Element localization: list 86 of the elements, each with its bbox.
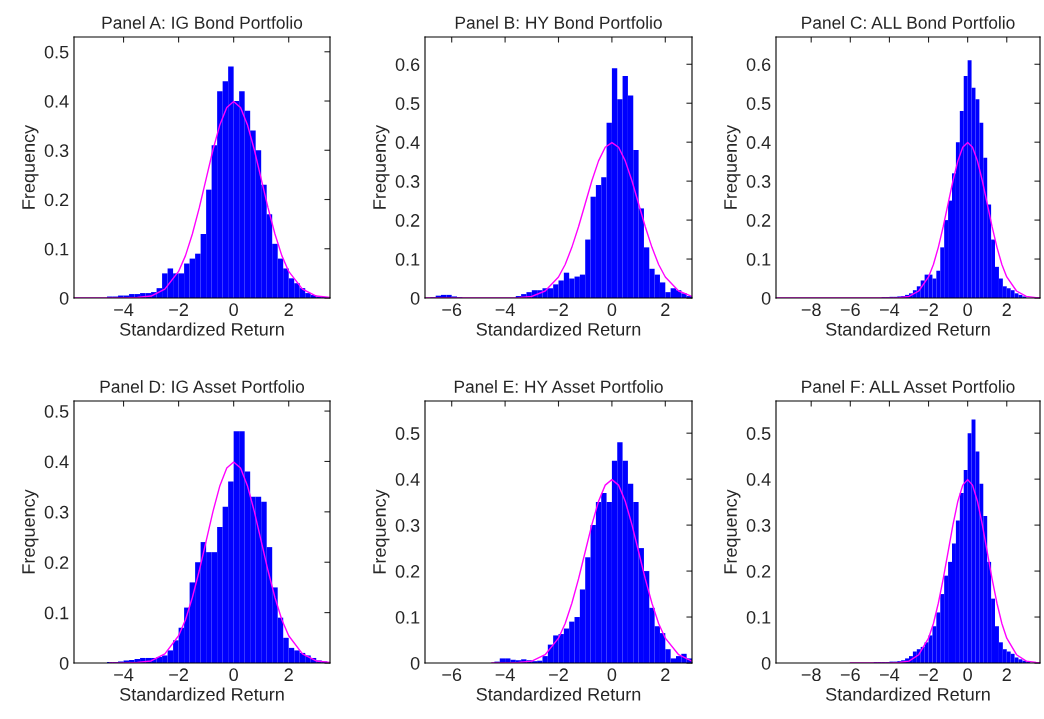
- x-tick-label: −2: [919, 668, 938, 681]
- y-tick-label: 0: [761, 291, 771, 305]
- y-tick-label: 0.1: [395, 252, 420, 266]
- y-tick-label: 0.3: [44, 144, 69, 157]
- y-tick-label: 0.4: [395, 473, 420, 486]
- x-tick-label: −4: [114, 668, 134, 681]
- chart-title: Panel F: ALL Asset Portfolio: [802, 380, 1015, 393]
- x-axis-title: Standardized Return: [826, 687, 990, 701]
- y-tick-label: 0.2: [395, 214, 420, 227]
- x-axis-title: Standardized Return: [476, 687, 641, 701]
- x-tick-label: −6: [840, 668, 860, 682]
- x-tick-label: −4: [495, 668, 515, 681]
- y-tick-label: 0.5: [746, 97, 771, 110]
- y-tick-label: 0.3: [746, 519, 771, 532]
- y-tick-label: 0.6: [746, 58, 771, 71]
- x-tick-label: 0: [963, 668, 972, 682]
- y-tick-label: 0.3: [746, 175, 771, 188]
- x-tick-label: −8: [801, 303, 821, 317]
- chart-title: Panel E: HY Asset Portfolio: [454, 380, 663, 393]
- y-tick-label: 0.2: [746, 565, 771, 578]
- y-tick-label: 0.4: [44, 94, 69, 108]
- x-tick-label: −4: [880, 668, 900, 681]
- y-tick-label: 0.2: [44, 193, 69, 207]
- x-tick-label: −4: [114, 303, 134, 316]
- y-tick-label: 0.3: [395, 175, 420, 188]
- y-axis-title: Frequency: [373, 124, 390, 209]
- y-axis-title: Frequency: [22, 124, 39, 209]
- y-tick-label: 0.5: [746, 427, 771, 440]
- y-tick-label: 0.5: [44, 45, 69, 59]
- x-tick-label: −4: [880, 303, 900, 316]
- x-tick-label: 2: [284, 668, 293, 681]
- y-tick-label: 0.1: [44, 242, 69, 256]
- x-tick-label: −2: [919, 303, 938, 316]
- x-tick-label: 0: [229, 303, 238, 317]
- y-tick-label: 0.4: [395, 136, 420, 149]
- x-tick-label: −2: [169, 303, 188, 316]
- y-tick-label: 0.2: [746, 214, 771, 227]
- x-tick-label: −8: [801, 668, 821, 682]
- y-axis-title: Frequency: [724, 124, 741, 209]
- y-tick-label: 0.3: [395, 519, 420, 532]
- y-tick-label: 0: [59, 291, 69, 305]
- x-tick-label: −6: [840, 303, 860, 317]
- y-tick-label: 0.4: [746, 473, 771, 486]
- x-axis-title: Standardized Return: [826, 322, 990, 336]
- y-tick-label: 0.2: [44, 556, 69, 569]
- x-tick-label: −6: [442, 668, 462, 682]
- y-tick-label: 0.4: [44, 455, 69, 469]
- y-axis-title: Frequency: [724, 489, 741, 574]
- y-tick-label: 0.3: [44, 505, 69, 519]
- x-tick-label: −6: [442, 303, 462, 317]
- x-tick-label: 0: [963, 303, 972, 317]
- x-tick-label: 0: [229, 668, 238, 682]
- y-tick-label: 0.6: [395, 58, 420, 71]
- x-tick-label: −2: [169, 668, 188, 681]
- x-tick-label: 2: [661, 668, 670, 681]
- x-tick-label: 2: [661, 303, 670, 316]
- y-tick-label: 0.4: [746, 136, 771, 149]
- y-axis-title: Frequency: [22, 489, 39, 574]
- x-tick-label: 0: [607, 668, 617, 682]
- y-tick-label: 0.5: [44, 405, 69, 418]
- y-tick-label: 0.1: [44, 606, 69, 620]
- x-axis-title: Standardized Return: [120, 687, 284, 701]
- y-tick-label: 0: [761, 656, 771, 670]
- y-tick-label: 0: [410, 656, 420, 670]
- x-tick-label: 2: [1002, 668, 1011, 681]
- y-tick-label: 0: [59, 656, 69, 670]
- x-tick-label: 2: [284, 303, 293, 316]
- chart-title: Panel D: IG Asset Portfolio: [100, 380, 305, 393]
- y-tick-label: 0.2: [395, 565, 420, 578]
- chart-title: Panel C: ALL Bond Portfolio: [802, 16, 1015, 29]
- x-axis-title: Standardized Return: [120, 322, 284, 336]
- chart-title: Panel A: IG Bond Portfolio: [102, 16, 303, 29]
- x-tick-label: −2: [549, 303, 568, 316]
- y-tick-label: 0.1: [395, 610, 420, 624]
- chart-title: Panel B: HY Bond Portfolio: [455, 16, 662, 29]
- y-tick-label: 0.5: [395, 97, 420, 110]
- y-tick-label: 0: [410, 291, 420, 305]
- x-tick-label: 2: [1002, 303, 1011, 316]
- x-axis-title: Standardized Return: [476, 322, 641, 336]
- y-tick-label: 0.1: [746, 610, 771, 624]
- y-axis-title: Frequency: [373, 489, 390, 574]
- x-tick-label: 0: [607, 303, 617, 317]
- x-tick-label: −2: [549, 668, 568, 681]
- x-tick-label: −4: [495, 303, 515, 316]
- y-tick-label: 0.1: [746, 252, 771, 266]
- y-tick-label: 0.5: [395, 427, 420, 440]
